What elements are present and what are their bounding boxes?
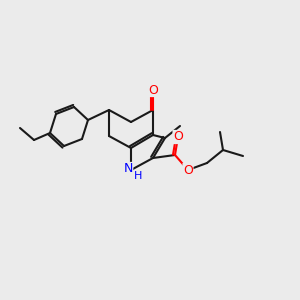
Text: O: O <box>148 83 158 97</box>
Text: O: O <box>183 164 193 176</box>
Text: O: O <box>173 130 183 143</box>
Text: H: H <box>134 171 142 181</box>
Text: N: N <box>123 163 133 176</box>
